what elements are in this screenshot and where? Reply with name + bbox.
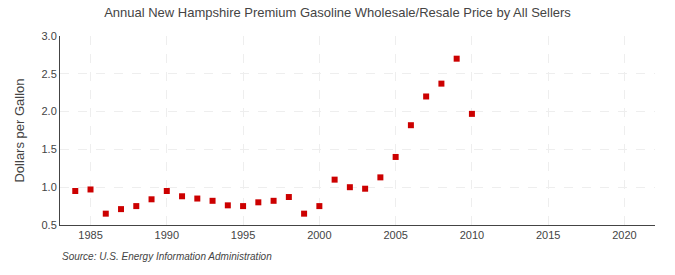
svg-text:2020: 2020 <box>612 229 636 241</box>
svg-text:2.5: 2.5 <box>42 68 57 80</box>
svg-text:1995: 1995 <box>231 229 255 241</box>
svg-text:1.5: 1.5 <box>42 143 57 155</box>
svg-text:Annual New Hampshire Premium G: Annual New Hampshire Premium Gasoline Wh… <box>104 5 571 20</box>
svg-text:1985: 1985 <box>78 229 102 241</box>
svg-text:2010: 2010 <box>460 229 484 241</box>
svg-text:2005: 2005 <box>383 229 407 241</box>
svg-text:1.0: 1.0 <box>42 181 57 193</box>
svg-text:Dollars per Gallon: Dollars per Gallon <box>12 78 27 182</box>
svg-text:Source: U.S. Energy Informatio: Source: U.S. Energy Information Administ… <box>62 251 272 262</box>
svg-text:3.0: 3.0 <box>42 30 57 42</box>
svg-text:2.0: 2.0 <box>42 105 57 117</box>
svg-text:0.5: 0.5 <box>42 219 57 231</box>
svg-text:2015: 2015 <box>536 229 560 241</box>
svg-text:2000: 2000 <box>307 229 331 241</box>
svg-text:1990: 1990 <box>155 229 179 241</box>
